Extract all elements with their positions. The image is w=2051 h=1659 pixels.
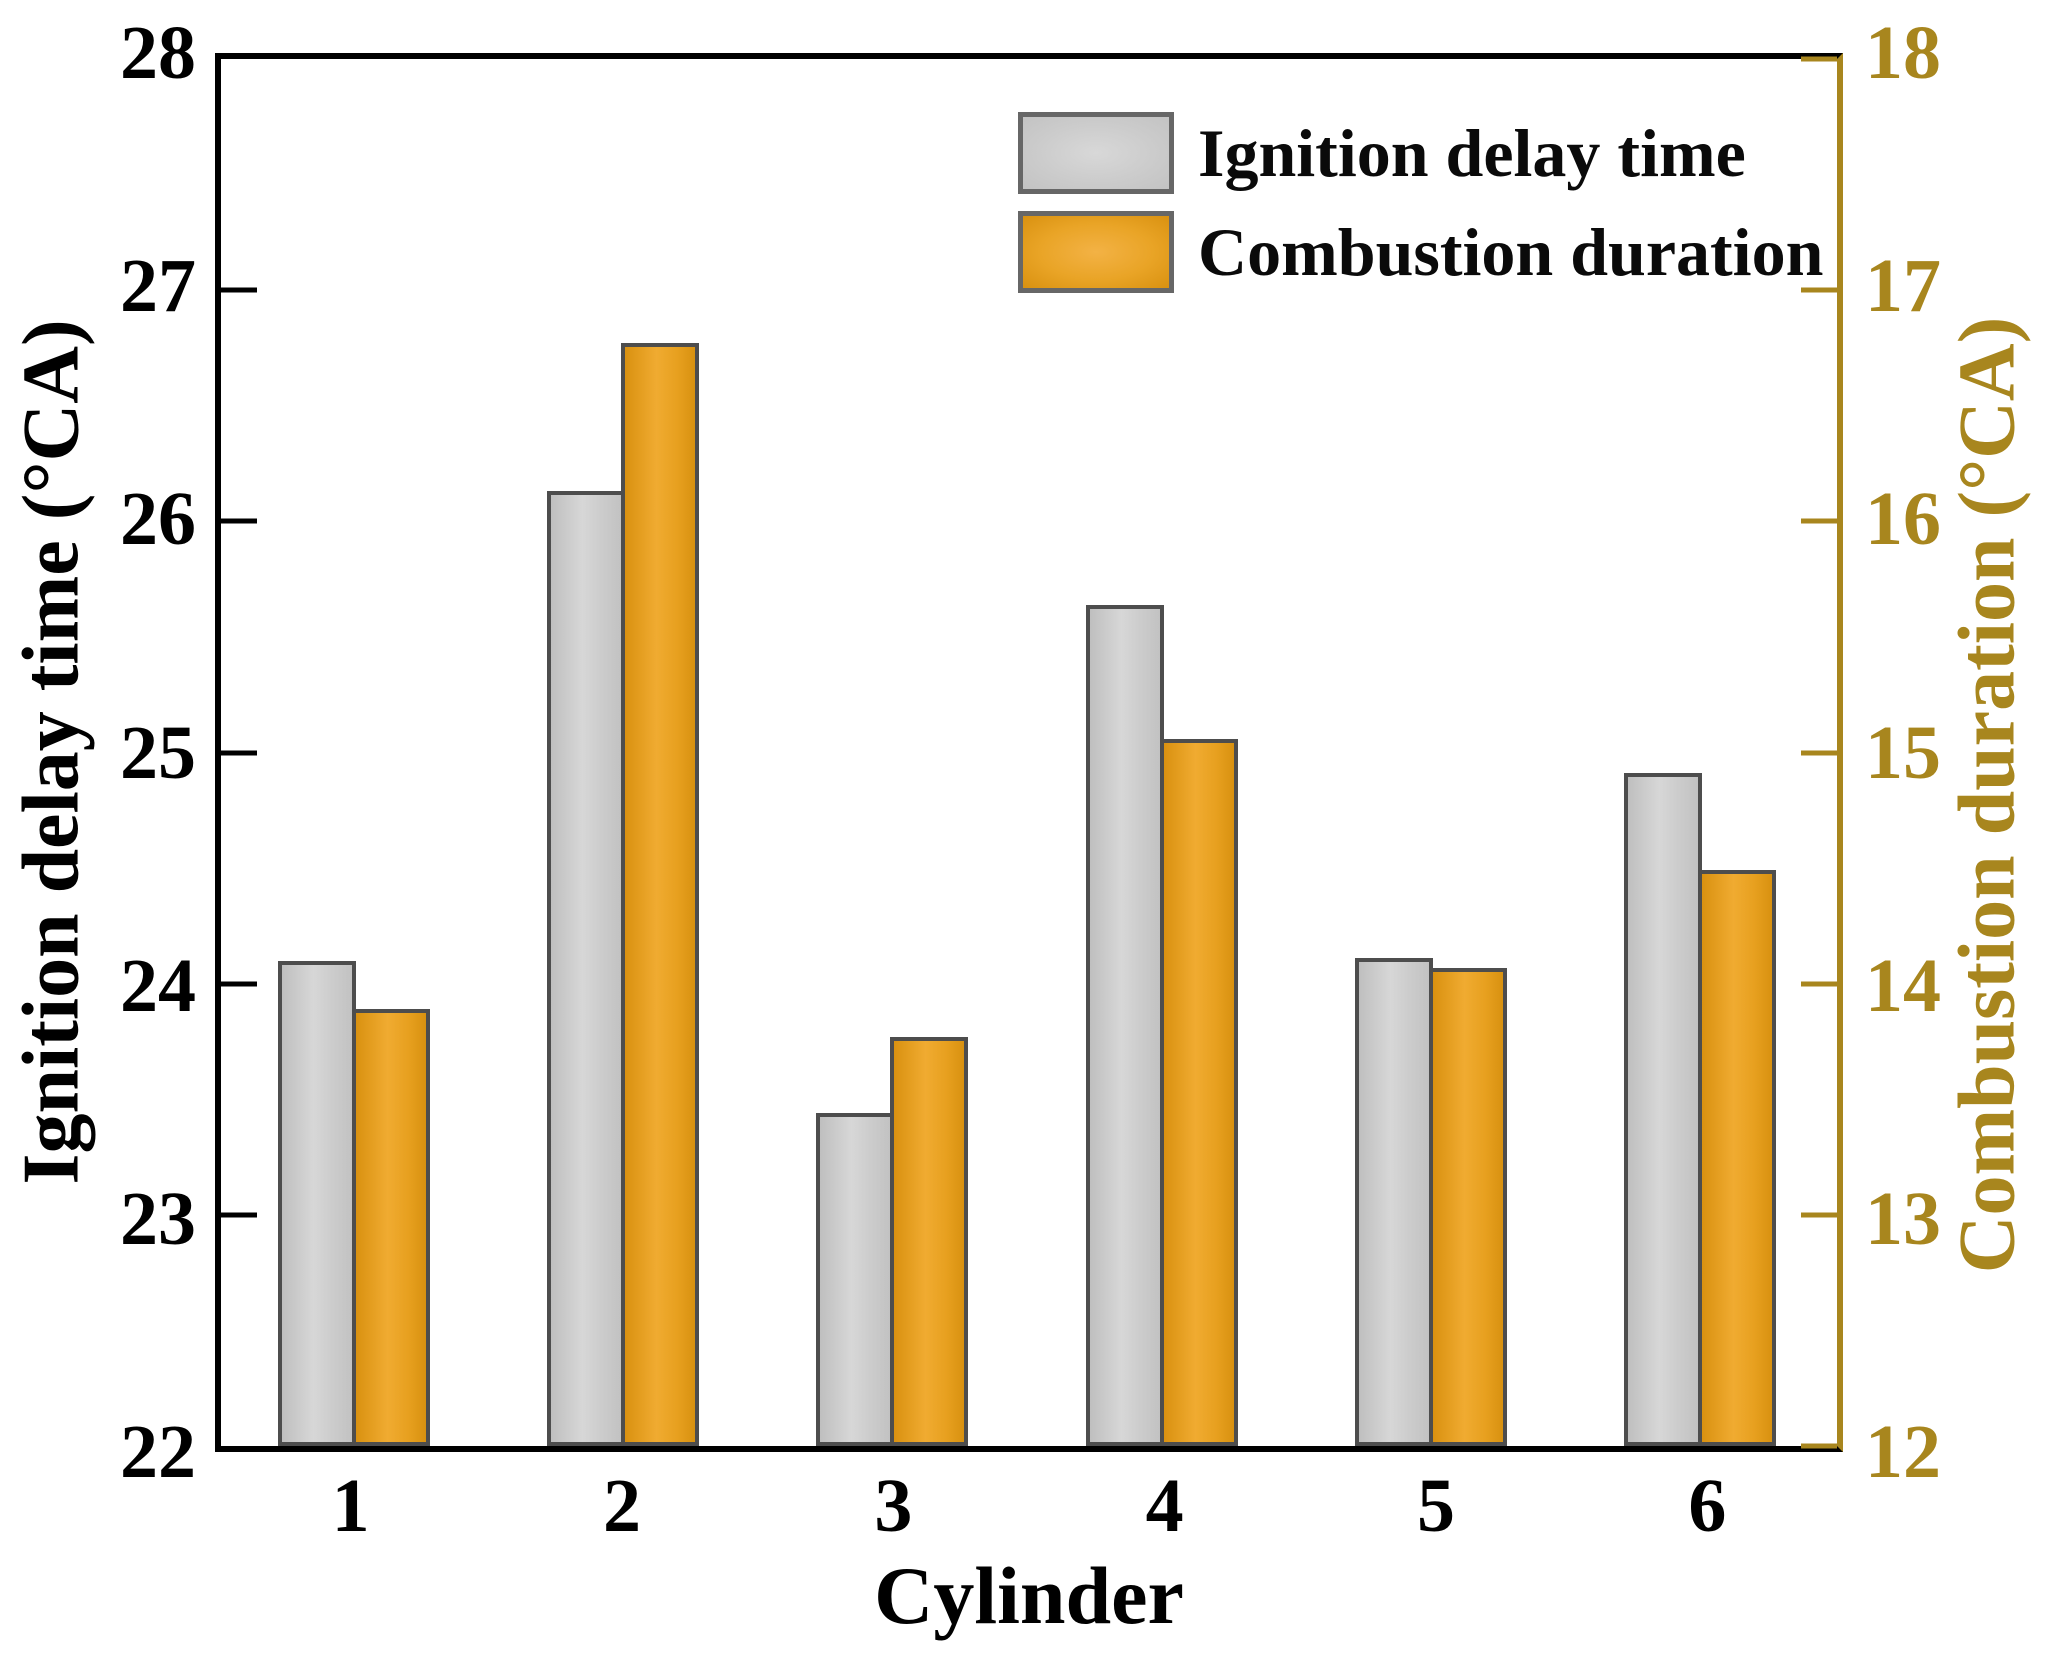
right-tick-label-14: 14 <box>1865 943 1941 1028</box>
bar-group-cylinder-4 <box>1029 59 1298 1446</box>
bar-ignition-delay-cylinder-2 <box>546 491 625 1446</box>
bar-combustion-duration-cylinder-4 <box>1159 738 1238 1446</box>
right-axis-tick-labels: 12 13 14 15 16 17 18 <box>1865 15 2045 1490</box>
left-tick-mark-26 <box>221 518 257 524</box>
bar-combustion-duration-cylinder-6 <box>1698 870 1777 1446</box>
bar-combustion-duration-cylinder-5 <box>1428 967 1508 1446</box>
right-tick-mark-14 <box>1801 981 1837 987</box>
left-tick-label-22: 22 <box>120 1410 196 1494</box>
x-tick-label-5: 5 <box>1417 1464 1455 1548</box>
bar-combustion-duration-cylinder-3 <box>890 1036 969 1446</box>
x-tick-label-1: 1 <box>331 1464 370 1548</box>
x-tick-label-4: 4 <box>1145 1464 1184 1548</box>
bar-ignition-delay-cylinder-1 <box>277 960 356 1446</box>
right-tick-label-16: 16 <box>1865 477 1941 562</box>
left-axis-tick-labels: 22 23 24 25 26 27 28 <box>0 15 196 1490</box>
x-tick-label-2: 2 <box>603 1464 641 1548</box>
bar-combustion-duration-cylinder-1 <box>351 1009 430 1446</box>
bar-combustion-duration-cylinder-2 <box>620 343 700 1446</box>
bar-group-cylinder-1 <box>221 59 490 1446</box>
bar-ignition-delay-cylinder-6 <box>1624 773 1703 1446</box>
left-tick-label-24: 24 <box>120 943 196 1028</box>
left-tick-label-27: 27 <box>120 244 196 329</box>
right-tick-mark-13 <box>1801 1212 1837 1218</box>
bar-group-cylinder-5 <box>1298 59 1567 1446</box>
left-tick-label-28: 28 <box>120 11 196 95</box>
legend-label-ignition-delay: Ignition delay time <box>1198 115 1746 191</box>
right-tick-mark-17 <box>1801 287 1837 293</box>
left-tick-mark-24 <box>221 981 257 987</box>
legend-label-combustion-duration: Combustion duration <box>1198 214 1824 290</box>
right-tick-mark-16 <box>1801 518 1837 524</box>
right-tick-mark-15 <box>1801 750 1837 755</box>
right-tick-label-15: 15 <box>1865 710 1941 795</box>
legend-swatch-combustion-duration-icon <box>1018 211 1174 293</box>
x-axis-title: Cylinder <box>874 1550 1184 1641</box>
right-tick-label-17: 17 <box>1865 244 1941 329</box>
left-tick-label-26: 26 <box>120 477 196 562</box>
right-tick-mark-18 <box>1801 56 1837 62</box>
x-tick-label-3: 3 <box>874 1464 913 1548</box>
left-tick-mark-25 <box>221 750 257 755</box>
right-tick-mark-12 <box>1801 1443 1837 1449</box>
bar-ignition-delay-cylinder-4 <box>1085 604 1164 1446</box>
legend-swatch-ignition-delay-icon <box>1018 112 1174 194</box>
right-tick-label-12: 12 <box>1865 1410 1941 1494</box>
bar-group-cylinder-3 <box>760 59 1029 1446</box>
left-tick-label-23: 23 <box>120 1176 196 1261</box>
legend-item-ignition-delay: Ignition delay time <box>1018 112 1823 194</box>
legend-item-combustion-duration: Combustion duration <box>1018 211 1823 293</box>
bar-group-cylinder-2 <box>490 59 759 1446</box>
legend: Ignition delay time Combustion duration <box>1018 112 1823 293</box>
bar-ignition-delay-cylinder-3 <box>816 1113 895 1446</box>
bar-ignition-delay-cylinder-5 <box>1354 958 1433 1446</box>
left-tick-mark-27 <box>221 287 257 293</box>
right-tick-label-13: 13 <box>1865 1176 1941 1261</box>
x-tick-label-6: 6 <box>1688 1464 1727 1548</box>
right-tick-label-18: 18 <box>1865 11 1941 95</box>
bar-group-cylinder-6 <box>1568 59 1837 1446</box>
left-tick-label-25: 25 <box>120 710 196 795</box>
left-tick-mark-23 <box>221 1212 257 1218</box>
